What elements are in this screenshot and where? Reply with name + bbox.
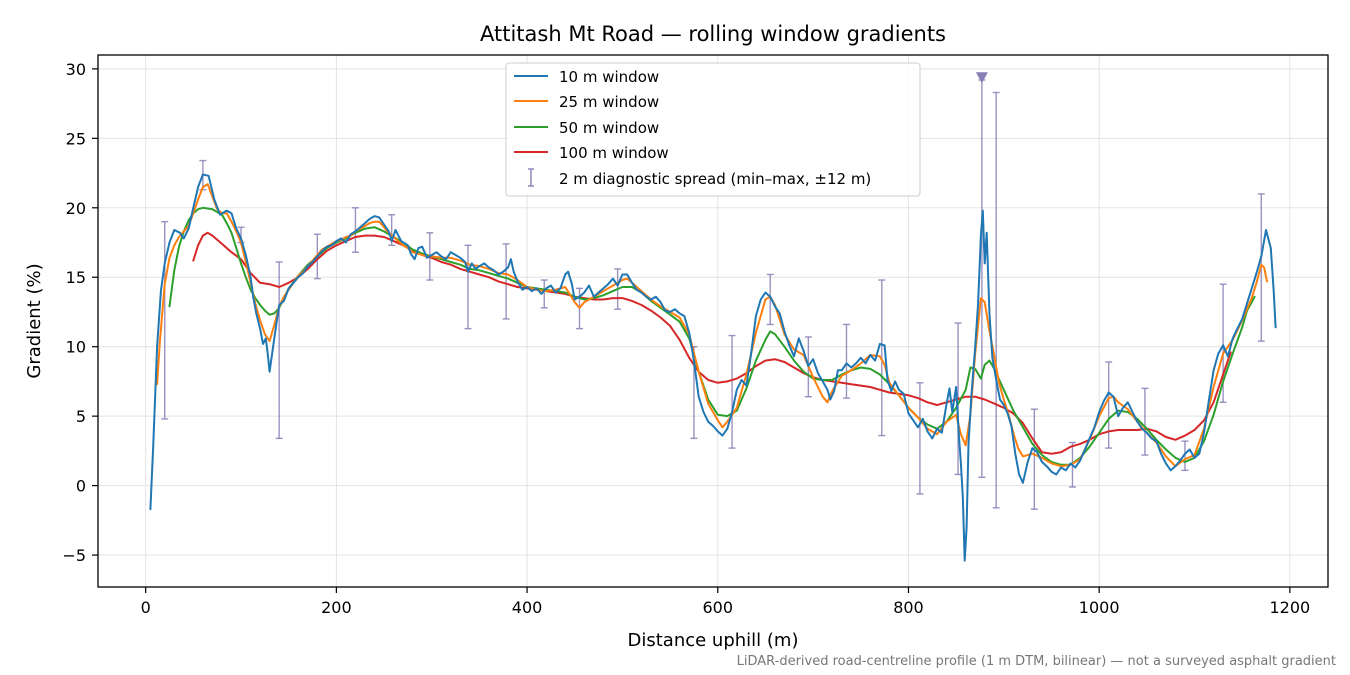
legend-label-10m: 10 m window — [559, 68, 659, 86]
error-bar — [916, 382, 924, 495]
error-bar — [992, 91, 1000, 509]
series-lines — [149, 173, 1277, 562]
error-bar — [502, 243, 510, 320]
clipped-bar-marker — [975, 72, 988, 84]
y-tick-label: 15 — [66, 268, 86, 287]
footnote: LiDAR-derived road-centreline profile (1… — [737, 654, 1336, 669]
legend-label-spread: 2 m diagnostic spread (min–max, ±12 m) — [559, 170, 871, 188]
legend: 10 m window 25 m window 50 m window 100 … — [505, 62, 921, 197]
error-bar — [464, 244, 472, 330]
y-tick-label: −5 — [62, 546, 86, 565]
chart-title: Attitash Mt Road — rolling window gradie… — [480, 22, 946, 46]
y-tick-label: 5 — [76, 407, 86, 426]
x-tick-label: 200 — [321, 598, 352, 617]
legend-frame — [505, 62, 921, 197]
error-bar — [1030, 408, 1038, 510]
y-axis: −5 0 5 10 15 20 25 30 — [62, 60, 98, 565]
error-bar — [1181, 440, 1189, 472]
y-tick-label: 25 — [66, 129, 86, 148]
legend-swatch-spread — [528, 168, 534, 187]
y-tick-label: 30 — [66, 60, 86, 79]
error-bar — [766, 273, 774, 326]
y-axis-title: Gradient (%) — [24, 263, 45, 378]
error-bar — [275, 261, 283, 440]
legend-label-25m: 25 m window — [559, 93, 659, 111]
x-axis-title: Distance uphill (m) — [628, 630, 799, 651]
error-bar — [1105, 361, 1113, 449]
y-tick-label: 0 — [76, 477, 86, 496]
error-bar — [1141, 387, 1149, 456]
x-tick-label: 1000 — [1079, 598, 1120, 617]
x-tick-label: 0 — [141, 598, 151, 617]
x-tick-label: 600 — [702, 598, 733, 617]
error-bar — [161, 220, 169, 420]
y-tick-label: 10 — [66, 338, 86, 357]
x-tick-label: 800 — [893, 598, 924, 617]
y-tick-label: 20 — [66, 199, 86, 218]
legend-label-100m: 100 m window — [559, 144, 669, 162]
x-tick-label: 400 — [512, 598, 543, 617]
error-bar — [842, 323, 850, 399]
x-axis: 0 200 400 600 800 1000 1200 — [141, 587, 1311, 617]
legend-label-50m: 50 m window — [559, 119, 659, 137]
x-tick-label: 1200 — [1270, 598, 1311, 617]
error-bar — [728, 334, 736, 449]
plot-frame — [97, 54, 1329, 588]
series-line-10-m-window — [149, 173, 1277, 562]
error-bar — [351, 207, 359, 253]
error-bar — [540, 279, 548, 309]
